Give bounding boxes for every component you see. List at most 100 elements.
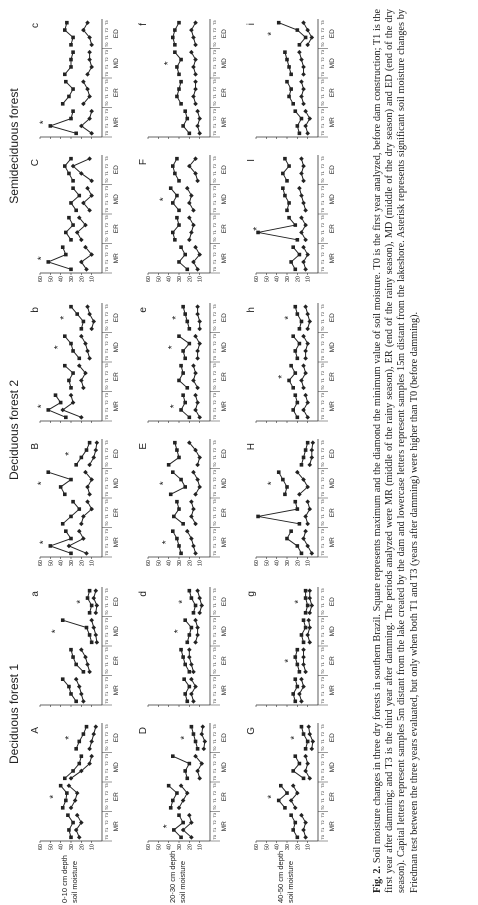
square-marker xyxy=(173,171,177,176)
square-marker xyxy=(84,448,89,452)
square-marker xyxy=(293,677,298,681)
diamond-marker xyxy=(191,669,196,675)
square-marker xyxy=(181,124,185,128)
maximum-line xyxy=(292,679,298,702)
diamond-marker xyxy=(193,407,198,413)
diamond-marker xyxy=(79,647,84,652)
period-label: MR xyxy=(221,117,228,127)
y-tick-label: 50 xyxy=(156,844,162,850)
square-marker xyxy=(287,164,291,168)
period-label: MD xyxy=(221,478,228,488)
diamond-marker xyxy=(307,731,313,737)
square-marker xyxy=(276,798,281,803)
x-tick-label: T2 xyxy=(104,654,109,659)
diamond-marker xyxy=(299,378,304,383)
square-marker xyxy=(189,625,194,630)
x-tick-label: T2 xyxy=(104,370,109,375)
x-tick-label: T3 xyxy=(212,783,217,788)
square-marker xyxy=(293,393,298,397)
diamond-marker xyxy=(309,447,315,453)
diamond-marker xyxy=(191,94,196,99)
diamond-marker xyxy=(85,20,90,25)
diamond-marker xyxy=(195,625,200,630)
panel-letter: d xyxy=(138,591,149,597)
maximum-line xyxy=(294,110,303,134)
x-tick-label: T3 xyxy=(104,724,109,729)
square-marker xyxy=(69,341,73,346)
square-marker xyxy=(305,440,310,445)
maximum-line xyxy=(67,814,74,838)
minimum-line xyxy=(300,81,305,104)
x-tick-label: T0 xyxy=(320,491,325,496)
x-tick-label: T0 xyxy=(104,698,109,703)
diamond-marker xyxy=(76,684,82,689)
square-marker xyxy=(295,835,300,840)
x-tick-label: T0 xyxy=(320,834,325,839)
x-tick-label: T1 xyxy=(104,661,109,666)
x-tick-label: T1 xyxy=(320,543,325,548)
square-marker xyxy=(289,260,293,264)
maximum-line xyxy=(292,755,304,779)
x-tick-label: T3 xyxy=(320,528,325,533)
minimum-line xyxy=(308,726,314,749)
period-label: ED xyxy=(221,165,228,174)
group-title: Deciduous forest 2 xyxy=(7,380,21,480)
x-tick-label: T0 xyxy=(320,639,325,644)
diamond-marker xyxy=(87,492,92,497)
diamond-marker xyxy=(81,79,86,84)
maximum-line xyxy=(173,501,184,525)
square-marker xyxy=(60,677,65,681)
square-marker xyxy=(175,94,179,99)
significance-asterisk: * xyxy=(294,600,305,604)
diamond-marker xyxy=(197,341,202,346)
diamond-marker xyxy=(81,385,86,391)
panel-letter: b xyxy=(30,307,41,313)
x-tick-label: T2 xyxy=(212,476,217,481)
square-marker xyxy=(285,536,289,541)
square-marker xyxy=(60,245,65,249)
diamond-marker xyxy=(189,193,194,198)
square-marker xyxy=(285,208,289,213)
square-marker xyxy=(183,312,187,316)
square-marker xyxy=(177,20,181,25)
y-tick-label: 30 xyxy=(177,560,183,566)
square-marker xyxy=(191,611,196,615)
diamond-marker xyxy=(76,363,82,368)
square-marker xyxy=(175,215,179,220)
diamond-marker xyxy=(193,492,198,497)
maximum-line xyxy=(300,442,309,465)
square-marker xyxy=(64,252,68,257)
minimum-line xyxy=(188,217,195,240)
diamond-marker xyxy=(79,259,84,265)
diamond-marker xyxy=(193,79,198,84)
x-tick-label: T0 xyxy=(320,550,325,555)
square-marker xyxy=(172,514,176,519)
minimum-line xyxy=(290,785,298,809)
x-tick-label: T0 xyxy=(320,71,325,76)
square-marker xyxy=(74,747,78,751)
diamond-marker xyxy=(305,521,310,527)
minimum-line xyxy=(194,395,201,418)
maximum-line xyxy=(64,158,74,182)
diamond-marker xyxy=(184,528,190,534)
x-tick-label: T1 xyxy=(104,827,109,832)
square-marker xyxy=(187,761,192,766)
x-tick-label: T3 xyxy=(212,812,217,817)
diamond-marker xyxy=(299,699,304,704)
significance-asterisk: * xyxy=(171,316,182,320)
diamond-marker xyxy=(193,156,198,161)
diamond-marker xyxy=(307,640,313,645)
x-tick-label: T0 xyxy=(212,610,217,615)
x-tick-label: T2 xyxy=(212,251,217,256)
x-tick-label: T0 xyxy=(212,639,217,644)
x-tick-label: T0 xyxy=(212,491,217,496)
square-marker xyxy=(67,94,71,99)
square-marker xyxy=(187,588,192,593)
diamond-marker xyxy=(305,252,310,257)
minimum-line xyxy=(82,22,93,45)
x-tick-label: T0 xyxy=(320,326,325,331)
square-marker xyxy=(77,356,82,361)
x-tick-label: T0 xyxy=(320,805,325,810)
y-tick-label: 10 xyxy=(198,276,204,282)
x-tick-label: T2 xyxy=(212,819,217,824)
